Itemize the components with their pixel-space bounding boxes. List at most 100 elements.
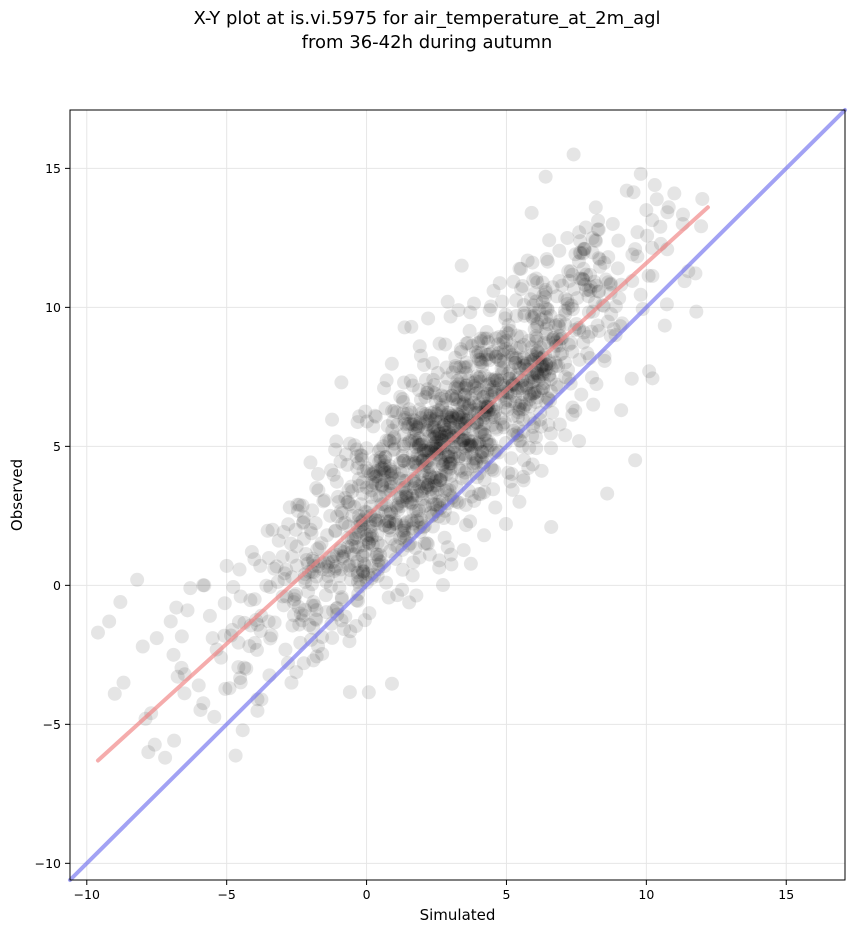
scatter-point [409,419,424,434]
scatter-point [477,472,492,487]
scatter-point [413,512,428,527]
scatter-point [207,709,222,724]
scatter-point [434,388,449,403]
scatter-point [310,542,325,557]
scatter-point [600,486,615,501]
scatter-point [452,394,467,409]
scatter-point [409,426,424,441]
scatter-point [393,466,408,481]
scatter-point [466,451,481,466]
scatter-point [450,381,465,396]
scatter-point [405,495,420,510]
scatter-point [396,394,411,409]
scatter-point [535,381,550,396]
scatter-point [362,527,377,542]
scatter-point [356,538,371,553]
scatter-point [528,385,543,400]
scatter-point [515,278,530,293]
scatter-point [477,485,492,500]
regression-line [95,205,710,763]
scatter-point [338,490,353,505]
scatter-point [624,371,639,386]
scatter-point [533,340,548,355]
scatter-point [435,460,450,475]
scatter-point [467,395,482,410]
scatter-point [525,457,540,472]
scatter-point [366,465,381,480]
scatter-point [529,330,544,345]
scatter-point [530,366,545,381]
scatter-point [440,540,455,555]
scatter-point [374,538,389,553]
scatter-point [503,324,518,339]
scatter-point [427,378,442,393]
scatter-point [501,344,516,359]
scatter-point [534,383,549,398]
scatter-point [458,497,473,512]
scatter-point [449,360,464,375]
scatter-point [345,484,360,499]
scatter-point [439,360,454,375]
x-tick-label: 15 [778,887,794,902]
scatter-point [473,487,488,502]
scatter-point [418,390,433,405]
scatter-point [339,447,354,462]
scatter-point [396,526,411,541]
scatter-point [534,312,549,327]
scatter-point [578,283,593,298]
scatter-point [437,503,452,518]
scatter-point [457,396,472,411]
scatter-point [461,438,476,453]
scatter-point [302,618,317,633]
scatter-point [332,569,347,584]
scatter-point [344,479,359,494]
scatter-point [404,496,419,511]
scatter-point [361,536,376,551]
scatter-point [475,444,490,459]
scatter-point [462,399,477,414]
scatter-point [432,427,447,442]
scatter-point [328,524,343,539]
scatter-point [130,572,145,587]
scatter-point [444,477,459,492]
scatter-point [420,382,435,397]
scatter-point [522,386,537,401]
scatter-point [287,592,302,607]
scatter-point [591,222,606,237]
scatter-point [395,582,410,597]
scatter-point [359,441,374,456]
scatter-point [461,433,476,448]
scatter-point [430,441,445,456]
scatter-point [397,320,412,335]
scatter-point [433,501,448,516]
scatter-point [642,364,657,379]
scatter-point [231,635,246,650]
scatter-point [479,331,494,346]
scatter-point [375,461,390,476]
scatter-point [441,432,456,447]
scatter-point [500,385,515,400]
scatter-point [481,371,496,386]
scatter-point [525,255,540,270]
scatter-point [597,353,612,368]
scatter-point [375,478,390,493]
scatter-point [408,541,423,556]
scatter-point [244,544,259,559]
scatter-point [247,552,262,567]
scatter-point [598,272,613,287]
scatter-point [555,346,570,361]
scatter-point [498,516,513,531]
scatter-point [578,220,593,235]
scatter-point [412,503,427,518]
scatter-point [558,369,573,384]
scatter-point [437,483,452,498]
scatter-point [457,388,472,403]
scatter-point [222,681,237,696]
scatter-point [576,335,591,350]
scatter-point [571,254,586,269]
scatter-point [434,468,449,483]
scatter-point [233,671,248,686]
scatter-point [348,539,363,554]
scatter-point [539,252,554,267]
scatter-point [572,225,587,240]
